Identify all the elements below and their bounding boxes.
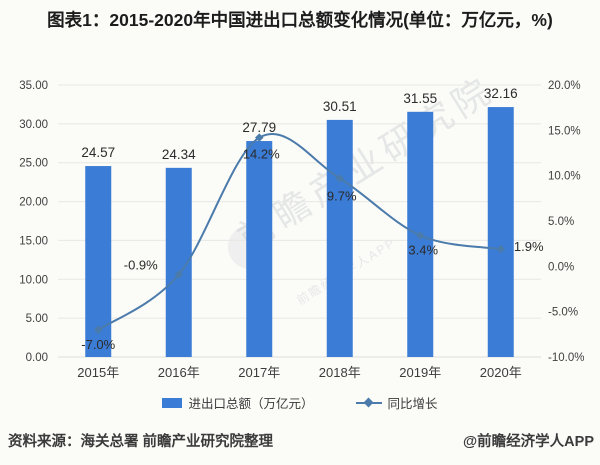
y-axis-left-tick-label: 30.00 (19, 119, 48, 131)
growth-value-label: -7.0% (81, 337, 115, 352)
growth-value-label: -0.9% (124, 257, 158, 272)
y-axis-left-tick-label: 10.00 (19, 274, 48, 286)
line-marker-icon (335, 174, 344, 183)
y-axis-left-tick-label: 0.00 (26, 352, 48, 364)
y-axis-left-tick-label: 5.00 (26, 313, 48, 325)
chart-legend: 进出口总额（万亿元） 同比增长 (0, 393, 600, 412)
line-marker-icon (174, 270, 183, 279)
y-axis-right-tick-label: 20.0% (548, 80, 581, 92)
y-axis-left-tick-label: 25.00 (19, 158, 48, 170)
y-axis-right-tick-label: 10.0% (548, 171, 581, 183)
y-axis-right-tick-label: -5.0% (548, 307, 578, 319)
legend-label-bar: 进出口总额（万亿元） (188, 397, 314, 411)
y-axis-right-tick-label: -10.0% (548, 352, 584, 364)
brand-handle: @前瞻经济学人APP (463, 434, 594, 450)
bar-series-swatch-icon (162, 397, 183, 408)
growth-value-label: 1.9% (514, 239, 544, 254)
chart-footer: 资料来源：海关总署 前瞻产业研究院整理 @前瞻经济学人APP (8, 430, 594, 451)
bar-value-label: 24.57 (81, 145, 115, 160)
y-axis-right-tick-label: 0.0% (548, 261, 574, 273)
chart-title-text: 图表1：2015-2020年中国进出口总额变化情况(单位：万亿元，%) (47, 10, 553, 30)
growth-value-label: 3.4% (408, 243, 438, 258)
x-axis-label: 2016年 (158, 365, 200, 380)
y-axis-left-tick-label: 15.00 (19, 235, 48, 247)
line-marker-icon (255, 133, 264, 142)
bar-value-label: 32.16 (484, 86, 518, 101)
bar-value-label: 24.34 (162, 147, 196, 162)
x-axis-label: 2015年 (77, 365, 119, 380)
bar (326, 119, 353, 358)
x-axis-label: 2019年 (399, 365, 441, 380)
y-axis-right-tick-label: 5.0% (548, 216, 574, 228)
growth-value-label: 14.2% (243, 147, 280, 162)
y-axis-left-tick-label: 20.00 (19, 197, 48, 209)
bar (487, 107, 514, 357)
bar-value-label: 30.51 (323, 99, 357, 114)
x-axis-label: 2018年 (319, 365, 361, 380)
legend-item-bar: 进出口总额（万亿元） (162, 393, 314, 412)
line-marker-icon (496, 244, 505, 254)
y-axis-left-tick-label: 35.00 (19, 80, 48, 92)
x-axis-label: 2017年 (238, 365, 280, 380)
y-axis-right-tick-label: 15.0% (548, 125, 581, 137)
line-series-swatch-icon (355, 397, 382, 408)
legend-item-line: 同比增长 (355, 393, 438, 412)
x-axis-label: 2020年 (480, 365, 522, 380)
bar-value-label: 27.79 (242, 120, 276, 135)
legend-label-line: 同比增长 (387, 397, 438, 411)
source-note: 资料来源：海关总署 前瞻产业研究院整理 (8, 434, 274, 450)
bar (246, 141, 273, 357)
line-marker-icon (416, 231, 425, 240)
chart-title: 图表1：2015-2020年中国进出口总额变化情况(单位：万亿元，%) (0, 8, 600, 33)
bar-value-label: 31.55 (403, 91, 437, 106)
line-marker-icon (94, 325, 103, 335)
growth-value-label: 9.7% (327, 188, 357, 203)
